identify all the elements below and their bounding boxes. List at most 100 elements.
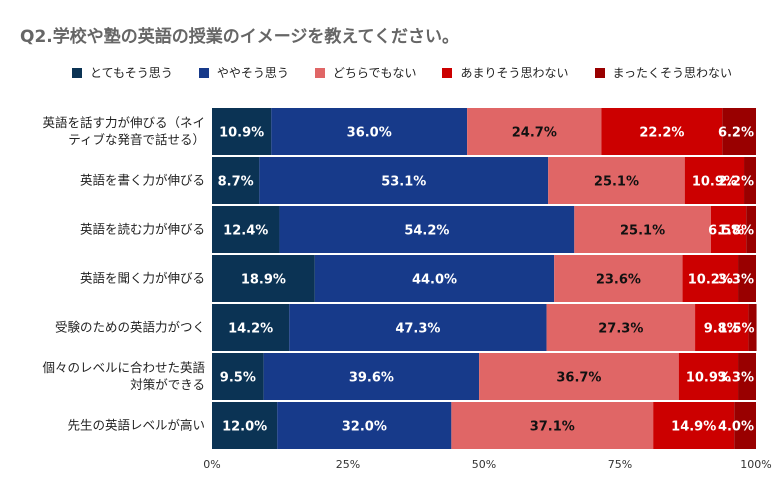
category-label: 英語を話す力が伸びる（ネイ <box>42 115 205 130</box>
bar-segment <box>212 157 260 204</box>
data-label: 27.3% <box>598 322 643 337</box>
data-label: 47.3% <box>395 322 440 337</box>
bar-segment <box>574 206 711 253</box>
data-label: 10.2% <box>688 273 733 288</box>
category-label: 対策ができる <box>130 377 205 392</box>
data-label: 36.7% <box>556 371 601 386</box>
data-label: 10.9% <box>692 175 737 190</box>
bar-segment <box>289 304 547 351</box>
data-label: 14.2% <box>228 322 273 337</box>
legend-label: とてもそう思う <box>90 66 173 80</box>
data-label: 3.3% <box>718 371 754 386</box>
category-label: 英語を書く力が伸びる <box>80 173 205 188</box>
data-label: 2.2% <box>718 175 754 190</box>
legend-swatch <box>594 67 605 78</box>
data-label: 22.2% <box>639 126 684 141</box>
bar-segment <box>710 206 747 253</box>
bar-segment <box>451 402 654 449</box>
bar-segment <box>678 353 739 400</box>
data-label: 12.0% <box>222 420 267 435</box>
bar-segment <box>212 108 272 155</box>
data-label: 1.5% <box>718 322 754 337</box>
legend-label: あまりそう思わない <box>460 66 569 80</box>
bar-segment <box>479 353 679 400</box>
data-label: 14.9% <box>671 420 716 435</box>
bar-segment <box>271 108 468 155</box>
data-label: 36.0% <box>347 126 392 141</box>
legend-swatch <box>442 67 453 78</box>
bar-segment <box>722 108 756 155</box>
bar-segment <box>314 255 555 302</box>
bar-segment <box>554 255 683 302</box>
legend-item: ややそう思う <box>198 64 289 81</box>
data-label: 32.0% <box>342 420 387 435</box>
data-label: 25.1% <box>620 224 665 239</box>
bar-segment <box>548 157 685 204</box>
bar-segment <box>746 206 756 253</box>
data-label: 12.4% <box>223 224 268 239</box>
legend-swatch <box>72 67 82 78</box>
x-tick-label: 50% <box>472 458 496 471</box>
data-label: 4.0% <box>718 420 754 435</box>
data-label: 10.9% <box>219 126 264 141</box>
data-label: 44.0% <box>412 273 457 288</box>
category-label: 英語を聞く力が伸びる <box>80 271 205 286</box>
legend-item: まったくそう思わない <box>594 64 733 81</box>
bar-segment <box>212 402 278 449</box>
bar-segment <box>601 108 723 155</box>
data-label: 24.7% <box>512 126 557 141</box>
bar-segment <box>695 304 749 351</box>
bar-segment <box>263 353 480 400</box>
x-tick-label: 0% <box>203 458 220 471</box>
data-label: 10.9% <box>686 371 731 386</box>
legend-item: とてもそう思う <box>72 64 173 81</box>
data-label: 39.6% <box>349 371 394 386</box>
category-label: 英語を読む力が伸びる <box>80 222 205 237</box>
data-label: 37.1% <box>530 420 575 435</box>
data-label: 8.7% <box>218 175 254 190</box>
x-tick-label: 75% <box>608 458 632 471</box>
bar-segment <box>467 108 602 155</box>
bar-segment <box>684 157 745 204</box>
bar-segment <box>279 206 575 253</box>
legend-item: どちらでもない <box>314 64 416 81</box>
legend-swatch <box>198 67 209 78</box>
legend: とてもそう思う ややそう思う どちらでもない あまりそう思わない まったくそう思わない <box>72 64 758 81</box>
data-label: 1.8% <box>718 224 754 239</box>
category-label: ティブな発音で話せる） <box>68 132 205 147</box>
data-label: 23.6% <box>596 273 641 288</box>
data-label: 53.1% <box>381 175 426 190</box>
data-label: 3.3% <box>718 273 754 288</box>
data-label: 9.8% <box>704 322 740 337</box>
legend-swatch <box>314 67 325 78</box>
legend-label: まったくそう思わない <box>612 66 733 80</box>
bar-segment <box>653 402 735 449</box>
bar-segment <box>734 402 756 449</box>
category-label: 受験のための英語力がつく <box>55 320 205 335</box>
data-label: 54.2% <box>404 224 449 239</box>
bar-segment <box>259 157 549 204</box>
data-label: 18.9% <box>241 273 286 288</box>
data-label: 6.5% <box>708 224 744 239</box>
bar-segment <box>212 206 280 253</box>
bar-segment <box>682 255 739 302</box>
legend-label: ややそう思う <box>216 66 289 80</box>
x-tick-label: 100% <box>740 458 771 471</box>
category-label: 個々のレベルに合わせた英語 <box>42 360 205 375</box>
bar-segment <box>212 255 315 302</box>
chart-title: Q2.学校や塾の英語の授業のイメージを教えてください。 <box>20 27 460 47</box>
x-tick-label: 25% <box>336 458 360 471</box>
data-label: 6.2% <box>718 126 754 141</box>
data-label: 9.5% <box>220 371 256 386</box>
bar-segment <box>277 402 452 449</box>
data-label: 25.1% <box>594 175 639 190</box>
bar-segment <box>744 157 756 204</box>
bar-segment <box>212 304 290 351</box>
category-label: 先生の英語レベルが高い <box>67 418 205 433</box>
legend-item: あまりそう思わない <box>442 64 569 81</box>
bar-segment <box>748 304 757 351</box>
bar-segment <box>738 255 756 302</box>
bar-segment <box>738 353 756 400</box>
bar-segment <box>212 353 264 400</box>
bar-segment <box>546 304 696 351</box>
